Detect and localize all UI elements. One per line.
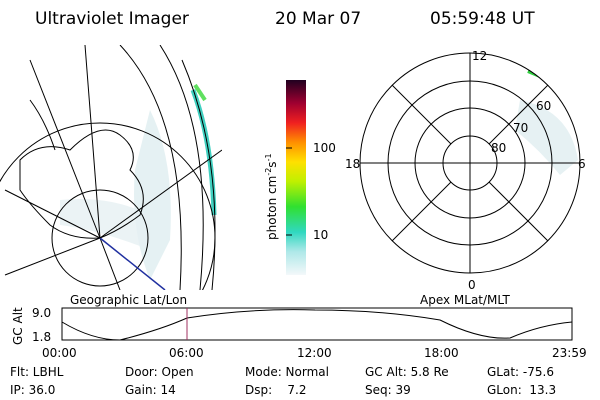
label-exp: -2 (264, 168, 273, 176)
mlt-label: 18 (345, 157, 360, 171)
strip-x-tick: 18:00 (424, 346, 459, 360)
label-text: photon cm (265, 176, 279, 240)
colorbar-tick-label: 100 (313, 141, 336, 155)
mlt-label: 12 (472, 49, 487, 63)
time: 05:59:48 UT (430, 9, 535, 29)
mlat-label: 70 (513, 121, 528, 135)
colorbar-tick-label: 10 (313, 228, 328, 242)
mlt-label: 0 (468, 278, 476, 292)
mlat-label: 80 (491, 141, 506, 155)
strip-frame (61, 307, 573, 341)
strip-y-label: GC Alt (11, 307, 25, 345)
colorbar (286, 80, 306, 275)
footer-field: Mode: Normal (245, 365, 329, 379)
footer-field: Flt: LBHL (10, 365, 64, 379)
footer-field: GC Alt: 5.8 Re (365, 365, 449, 379)
footer-field: Door: Open (125, 365, 194, 379)
strip-right-title: Apex MLat/MLT (420, 293, 510, 307)
polar-plot: 12 18 6 0 60 70 80 (345, 49, 586, 292)
footer: Flt: LBHL Door: Open Mode: Normal GC Alt: 5… (10, 365, 556, 397)
label-unit: s (265, 161, 279, 167)
altitude-curve (61, 309, 573, 341)
strip-x-tick: 12:00 (297, 346, 332, 360)
strip-x-tick: 06:00 (169, 346, 204, 360)
strip-y-tick: 9.0 (32, 306, 51, 320)
footer-field: Dsp: 7.2 (245, 383, 307, 397)
footer-field: IP: 36.0 (10, 383, 55, 397)
strip-x-tick: 23:59 (552, 346, 587, 360)
strip-y-tick: 1.8 (32, 330, 51, 344)
footer-field: GLon: 13.3 (487, 383, 556, 397)
label-exp: -1 (264, 153, 273, 161)
strip-left-title: Geographic Lat/Lon (70, 293, 187, 307)
colorbar-label: photon cm-2s-1 (264, 153, 279, 240)
geographic-map (0, 45, 222, 290)
strip-x-tick: 00:00 (42, 346, 77, 360)
mlat-label: 60 (536, 99, 551, 113)
footer-field: Gain: 14 (125, 383, 176, 397)
footer-field: GLat: -75.6 (487, 365, 554, 379)
title: Ultraviolet Imager (35, 9, 189, 29)
footer-field: Seq: 39 (365, 383, 411, 397)
mlt-label: 6 (578, 157, 586, 171)
date: 20 Mar 07 (275, 9, 361, 29)
